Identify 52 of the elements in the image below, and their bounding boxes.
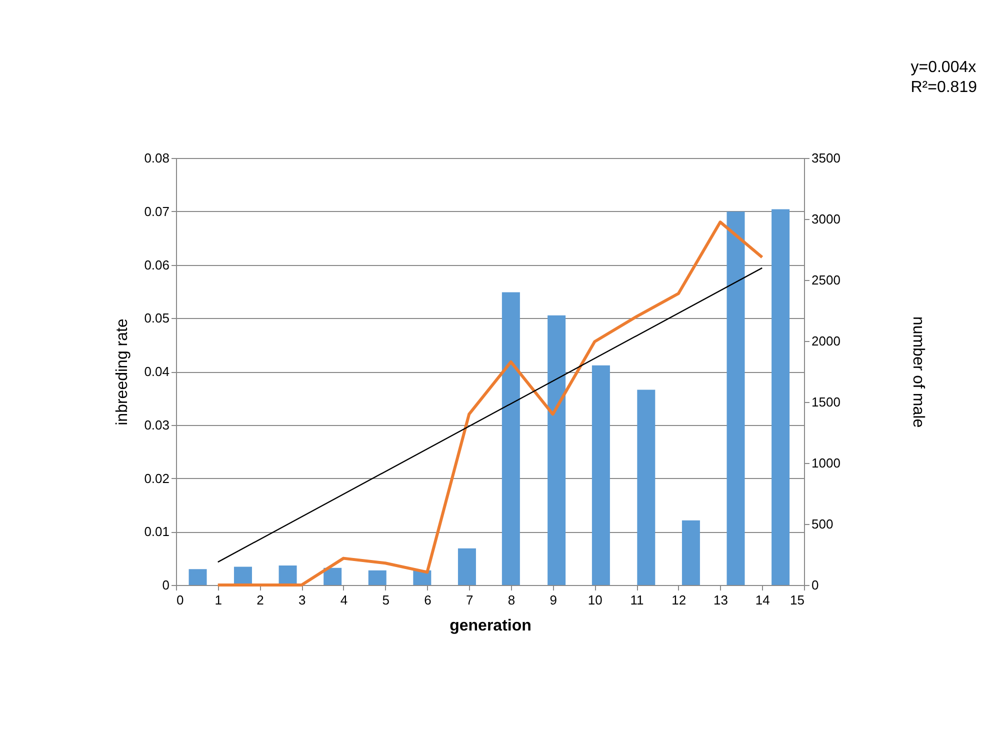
x-tick-label: 11 [630,592,644,608]
y2-tick-label: 2000 [812,334,840,348]
y2-tick-label: 500 [812,516,834,532]
y-axis-title: inbreeding rate [114,318,132,426]
x-tick-label: 2 [256,592,264,608]
y-tick-label: 0.03 [144,417,170,432]
y-tick-label: 0.04 [144,364,170,379]
x-tick-label: 5 [382,592,390,608]
y2-axis-title: number of male [909,316,926,428]
bar [278,565,297,585]
y2-tick-label: 1000 [812,456,840,470]
bar [592,365,610,585]
x-tick-label: 15 [790,592,804,608]
bar [324,568,342,585]
text: y=0.004x [910,58,977,78]
x-tick-label: 4 [340,592,348,608]
bar [726,212,745,585]
bar [458,548,476,585]
x-tick-label: 8 [508,592,516,608]
bar [772,209,790,585]
x-axis-title: generation [450,618,532,634]
y-tick-label: 0.07 [144,204,170,219]
bar [637,390,656,585]
x-tick-label: 14 [755,592,770,608]
x-tick-label: 9 [550,592,557,608]
y-tick-label: 0 [162,578,170,592]
bar [548,315,566,585]
y-tick-label: 0.05 [144,310,170,326]
y2-tick-label: 2500 [812,272,840,288]
x-tick-label: 1 [214,592,222,608]
y2-tick-label: 3500 [812,150,840,166]
x-tick-label: 6 [424,592,432,608]
x-tick-label: 10 [588,592,602,608]
x-tick-label: 13 [714,592,728,608]
text: R²=0.819 [910,78,977,98]
bar [682,520,700,585]
y-tick-label: 0.01 [144,524,170,540]
bar [502,292,520,585]
x-tick-label: 12 [672,592,686,608]
bar [234,566,252,585]
line-series [216,220,764,586]
y-tick-label: 0.06 [144,257,170,272]
y2-tick-label: 0 [812,578,819,592]
y-tick-label: 0.08 [144,150,170,166]
bar [368,570,386,585]
y2-tick-label: 1500 [812,394,840,410]
x-tick-label: 0 [176,592,184,608]
x-tick-label: 3 [298,592,306,608]
bar [188,569,207,585]
y-tick-label: 0.02 [144,470,170,486]
y2-tick-label: 3000 [812,212,840,226]
x-tick-label: 7 [466,592,474,608]
